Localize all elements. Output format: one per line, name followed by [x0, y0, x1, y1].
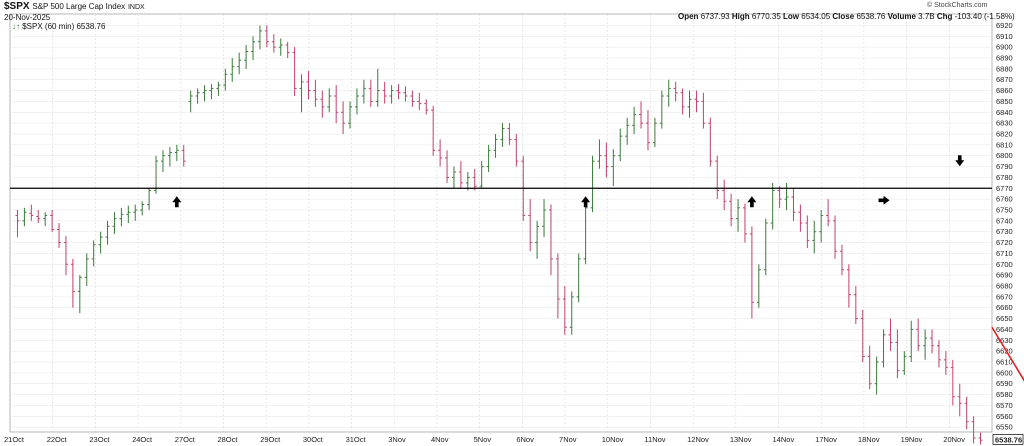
chg-value: -103.40 (-1.58%) [954, 12, 1015, 21]
y-tick-label: 6570 [996, 401, 1013, 410]
volume-value: 3.7B [918, 12, 935, 21]
plot-frame [9, 13, 993, 433]
x-tick-label: 12Nov [687, 435, 709, 444]
series-legend: ↓↑ $SPX (60 min) 6538.76 [12, 22, 106, 31]
series-legend-text: $SPX (60 min) 6538.76 [22, 22, 106, 31]
volume-label: Volume [887, 12, 916, 21]
y-tick-label: 6900 [996, 43, 1013, 52]
y-tick-label: 6920 [996, 21, 1013, 30]
y-tick-label: 6710 [996, 249, 1013, 258]
y-tick-label: 6860 [996, 86, 1013, 95]
x-tick-label: 14Nov [773, 435, 795, 444]
y-tick-label: 6890 [996, 54, 1013, 63]
y-tick-label: 6870 [996, 75, 1013, 84]
y-tick-label: 6560 [996, 412, 1013, 421]
y-tick-label: 6880 [996, 64, 1013, 73]
y-tick-label: 6580 [996, 390, 1013, 399]
y-tick-label: 6720 [996, 238, 1013, 247]
y-tick-label: 6620 [996, 347, 1013, 356]
y-tick-label: 6590 [996, 379, 1013, 388]
y-tick-label: 6640 [996, 325, 1013, 334]
last-price-label: 6538.76 [995, 435, 1022, 444]
y-tick-label: 6770 [996, 184, 1013, 193]
y-tick-label: 6760 [996, 195, 1013, 204]
x-tick-label: 30Oct [303, 435, 324, 444]
chart-title: $SPX S&P 500 Large Cap Index INDX [4, 1, 145, 12]
y-tick-label: 6810 [996, 140, 1013, 149]
symbol: $SPX [4, 1, 30, 12]
y-tick-label: 6730 [996, 227, 1013, 236]
x-tick-label: 6Nov [516, 435, 534, 444]
low-value: 6534.05 [801, 12, 831, 21]
x-tick-label: 23Oct [89, 435, 110, 444]
x-tick-label: 13Nov [730, 435, 752, 444]
x-tick-label: 4Nov [431, 435, 449, 444]
y-tick-label: 6610 [996, 358, 1013, 367]
y-tick-label: 6830 [996, 119, 1013, 128]
x-tick-label: 11Nov [644, 435, 665, 444]
exchange: INDX [127, 4, 145, 11]
chart-date: 20-Nov-2025 [4, 13, 51, 22]
index-name: S&P 500 Large Cap Index [32, 2, 126, 11]
close-value: 6538.76 [856, 12, 886, 21]
chg-label: Chg [936, 12, 953, 21]
y-tick-label: 6550 [996, 423, 1013, 432]
quote-summary: Open 6737.93 High 6770.35 Low 6534.05 Cl… [678, 12, 1015, 21]
high-label: High [731, 12, 750, 21]
y-tick-label: 6660 [996, 303, 1013, 312]
y-tick-label: 6910 [996, 32, 1013, 41]
low-label: Low [783, 12, 800, 21]
close-label: Close [832, 12, 855, 21]
y-tick-label: 6750 [996, 206, 1013, 215]
y-tick-label: 6850 [996, 97, 1013, 106]
arrow-up-icon [747, 196, 757, 208]
y-tick-label: 6780 [996, 173, 1013, 182]
x-tick-label: 31Oct [346, 435, 367, 444]
x-tick-label: 5Nov [474, 435, 492, 444]
high-value: 6770.35 [751, 12, 781, 21]
x-tick-label: 22Oct [47, 435, 68, 444]
x-tick-label: 28Oct [217, 435, 238, 444]
last-price-box [992, 433, 1024, 445]
watermark: © StockCharts.com [927, 2, 988, 9]
arrow-up-icon [172, 196, 182, 208]
y-tick-label: 6650 [996, 314, 1013, 323]
y-tick-label: 6670 [996, 292, 1013, 301]
y-tick-label: 6700 [996, 260, 1013, 269]
y-tick-label: 6600 [996, 368, 1013, 377]
y-tick-label: 6800 [996, 151, 1013, 160]
trendline [991, 326, 1024, 382]
x-tick-label: 3Nov [388, 435, 406, 444]
arrow-down-icon [955, 155, 965, 167]
y-tick-label: 6690 [996, 271, 1013, 280]
open-value: 6737.93 [700, 12, 730, 21]
x-tick-label: 18Nov [858, 435, 880, 444]
x-tick-label: 7Nov [559, 435, 577, 444]
x-tick-label: 21Oct [4, 435, 25, 444]
x-tick-label: 27Oct [175, 435, 196, 444]
y-tick-label: 6740 [996, 216, 1013, 225]
arrow-right-icon [878, 195, 890, 205]
x-tick-label: 10Nov [602, 435, 624, 444]
x-tick-label: 29Oct [260, 435, 281, 444]
y-tick-label: 6680 [996, 282, 1013, 291]
y-tick-label: 6820 [996, 130, 1013, 139]
y-tick-label: 6630 [996, 336, 1013, 345]
y-tick-label: 6840 [996, 108, 1013, 117]
open-label: Open [678, 12, 699, 21]
x-tick-label: 19Nov [901, 435, 923, 444]
x-tick-label: 24Oct [132, 435, 153, 444]
x-tick-label: 20Nov [943, 435, 965, 444]
arrow-up-icon [581, 196, 591, 208]
x-tick-label: 17Nov [815, 435, 837, 444]
y-tick-label: 6790 [996, 162, 1013, 171]
